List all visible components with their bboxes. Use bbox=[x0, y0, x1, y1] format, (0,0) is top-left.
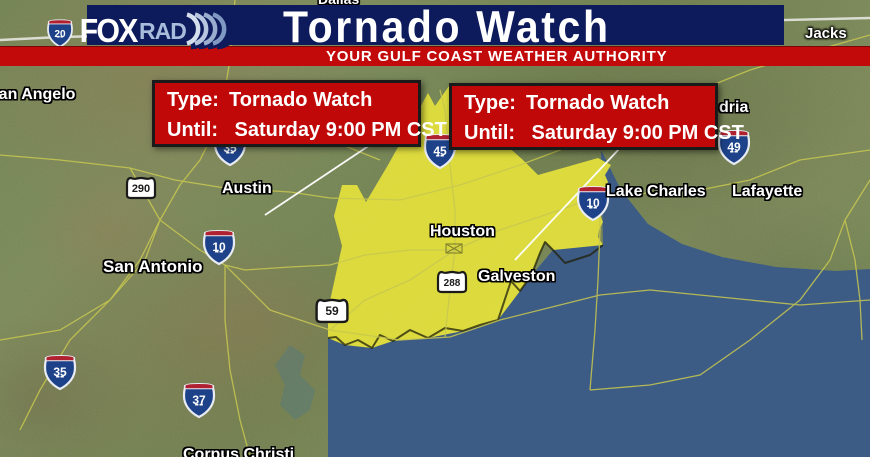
svg-text:RAD: RAD bbox=[139, 18, 186, 44]
svg-text:10: 10 bbox=[586, 196, 600, 210]
svg-text:59: 59 bbox=[325, 304, 339, 318]
svg-text:37: 37 bbox=[192, 393, 206, 407]
svg-text:20: 20 bbox=[54, 29, 66, 40]
svg-text:FOX: FOX bbox=[80, 12, 139, 49]
svg-text:35: 35 bbox=[53, 365, 67, 379]
svg-text:45: 45 bbox=[433, 144, 447, 158]
svg-text:10: 10 bbox=[212, 240, 226, 254]
svg-text:288: 288 bbox=[444, 278, 461, 289]
svg-text:290: 290 bbox=[132, 183, 150, 195]
